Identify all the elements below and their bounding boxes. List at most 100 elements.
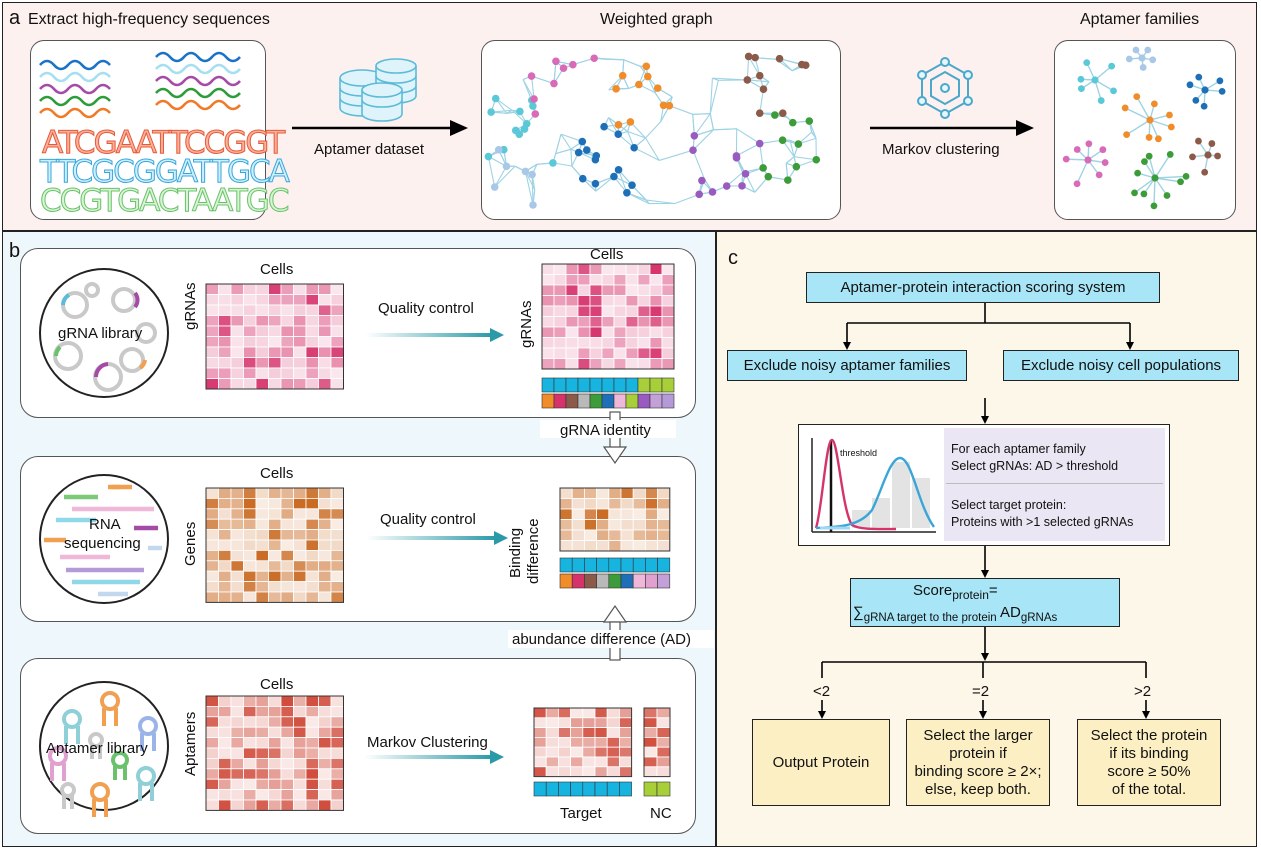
graph-edge	[709, 113, 715, 130]
cluster-edge	[1154, 177, 1181, 183]
cluster-node	[1201, 168, 1209, 176]
graph-node	[635, 80, 643, 89]
gene-heatmap	[205, 487, 344, 603]
cluster-node	[1195, 137, 1202, 145]
rna-seq-label-1: RNA	[89, 516, 121, 533]
graph-edge	[623, 59, 641, 67]
cluster-hub	[1138, 54, 1146, 62]
graph-node	[764, 172, 773, 181]
threshold-divider	[946, 483, 1163, 484]
cluster-node	[1077, 75, 1085, 83]
graph-edge	[736, 143, 760, 157]
cluster-node	[1062, 155, 1070, 163]
graph-edge	[759, 143, 764, 169]
graph-node	[642, 62, 651, 71]
cluster-node	[1085, 140, 1093, 148]
aptamer-heatmap	[205, 695, 344, 811]
out2-line4: else, keep both.	[925, 780, 1031, 798]
cluster-hub	[1204, 151, 1212, 159]
graph-node	[520, 125, 529, 133]
graph-node	[529, 102, 537, 110]
binding-heatmap-frame	[559, 487, 671, 552]
cluster-node	[1123, 131, 1131, 139]
cluster-node	[1077, 85, 1085, 93]
score-formula-line1: Scoreprotein=	[913, 583, 998, 601]
cluster-node	[1214, 152, 1221, 160]
cluster-node	[1108, 62, 1116, 70]
cluster-node	[1140, 190, 1148, 198]
graph-node	[484, 152, 493, 161]
gene-heatmap-frame	[205, 487, 344, 603]
cluster-edge	[1124, 107, 1151, 121]
cluster-node	[1192, 96, 1200, 104]
cluster-edge	[1094, 65, 1113, 81]
graph-node	[653, 84, 662, 92]
target-heatmap-frame	[533, 707, 633, 778]
graph-node	[722, 182, 731, 190]
graph-node	[743, 76, 752, 84]
grna-library-label: gRNA library	[58, 325, 143, 342]
graph-node	[618, 71, 627, 80]
row1-cells-right-label: Cells	[590, 246, 624, 263]
graph-node	[614, 130, 623, 139]
cluster-node	[1167, 123, 1175, 131]
graph-node	[755, 139, 764, 148]
grna-heatmap-frame	[205, 283, 344, 390]
graph-node	[732, 154, 741, 162]
graph-node	[614, 121, 623, 129]
nc-label: NC	[650, 805, 672, 822]
select-protein-box: Select the protein if its binding score …	[1077, 719, 1221, 806]
cluster-edge	[1154, 154, 1171, 179]
scoring-system-box: Aptamer-protein interaction scoring syst…	[806, 272, 1160, 303]
graph-node	[628, 181, 636, 190]
cluster-node	[1121, 104, 1129, 112]
graph-node	[590, 54, 598, 63]
graph-node	[491, 94, 500, 103]
graph-node	[690, 132, 699, 140]
graph-node	[812, 155, 821, 164]
cluster-edge	[1134, 177, 1156, 194]
row2-cells-label: Cells	[260, 465, 294, 482]
strip-cell	[657, 573, 671, 589]
graph-node	[591, 179, 600, 188]
cluster-node	[1145, 152, 1153, 160]
cluster-node	[1195, 73, 1203, 81]
graph-edge	[645, 137, 660, 161]
grna-identity-strip-bottom	[541, 393, 675, 409]
graph-node	[530, 95, 538, 103]
strip-cell	[661, 393, 675, 409]
graph-node	[578, 137, 587, 146]
nc-heatmap	[643, 707, 671, 778]
strip-cell	[657, 557, 671, 573]
graph-node	[741, 170, 750, 178]
graph-node	[784, 176, 792, 184]
sequence-line-3: CCGTGACTAATGC	[39, 183, 289, 219]
graph-node	[531, 110, 540, 118]
cluster-node	[1145, 134, 1153, 141]
graph-edge	[494, 166, 507, 188]
cluster-edge	[1076, 159, 1089, 185]
graph-node	[578, 174, 587, 183]
sum-sub2: gRNAs	[1020, 612, 1058, 624]
binding-strip-bottom	[559, 573, 671, 589]
graph-node	[698, 176, 706, 185]
cluster-edge	[1153, 177, 1156, 206]
cluster-hub	[1146, 116, 1154, 124]
graph-edge	[736, 128, 761, 144]
grna-filtered-heatmap-frame	[541, 263, 675, 370]
cluster-node	[1154, 135, 1162, 143]
cluster-node	[1141, 158, 1148, 165]
score-main: Score	[913, 582, 953, 599]
cluster-node	[1073, 146, 1081, 153]
graph-edge	[560, 133, 572, 150]
step1-line1: For each aptamer family	[951, 442, 1086, 456]
graph-node	[755, 71, 764, 80]
out2-line1: Select the larger	[923, 726, 1033, 744]
graph-node	[778, 136, 787, 144]
graph-edge	[692, 149, 706, 180]
graph-edge	[531, 76, 535, 100]
cluster-node	[1150, 202, 1158, 210]
